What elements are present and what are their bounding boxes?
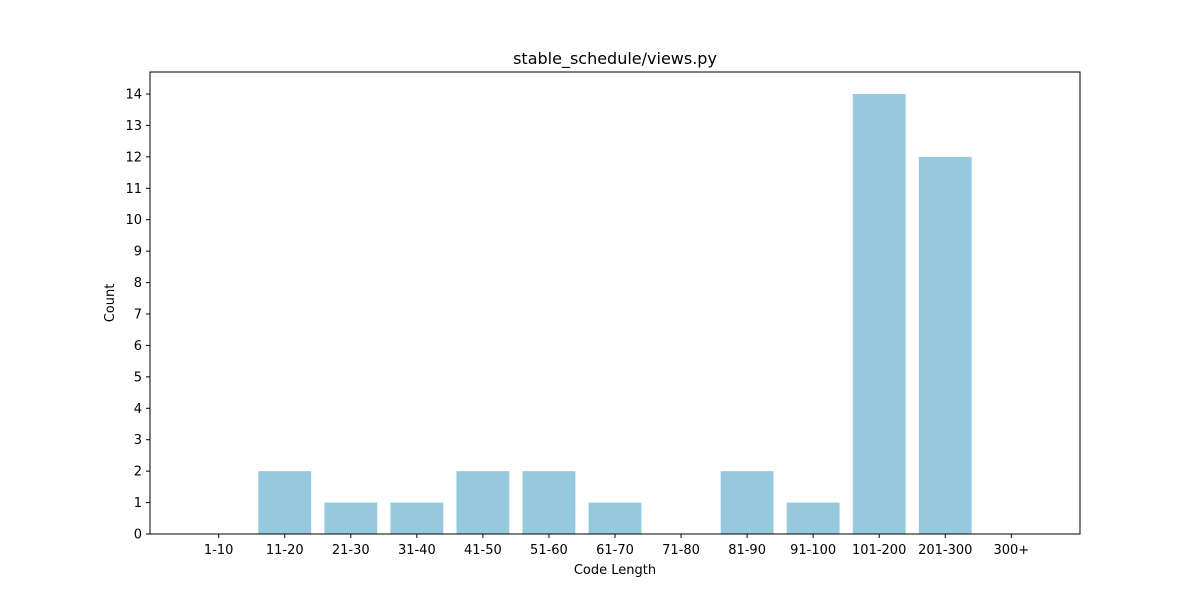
x-tick-label: 71-80 bbox=[662, 543, 700, 558]
y-tick-label: 4 bbox=[134, 402, 142, 417]
bar-51-60 bbox=[522, 471, 576, 534]
y-tick-label: 9 bbox=[134, 245, 142, 260]
x-tick-label: 91-100 bbox=[790, 543, 836, 558]
bar-61-70 bbox=[588, 502, 642, 534]
x-tick-label: 101-200 bbox=[852, 543, 906, 558]
y-tick-label: 10 bbox=[125, 213, 142, 228]
x-tick-label: 300+ bbox=[993, 543, 1029, 558]
bars bbox=[258, 94, 972, 534]
x-tick-label: 1-10 bbox=[204, 543, 234, 558]
x-tick-label: 11-20 bbox=[266, 543, 304, 558]
bar-31-40 bbox=[390, 502, 444, 534]
bar-41-50 bbox=[456, 471, 510, 534]
x-axis-label: Code Length bbox=[574, 563, 656, 578]
y-tick-label: 0 bbox=[134, 528, 142, 543]
y-tick-label: 14 bbox=[125, 88, 142, 103]
y-tick-label: 5 bbox=[134, 370, 142, 385]
x-tick-label: 41-50 bbox=[464, 543, 502, 558]
bar-81-90 bbox=[720, 471, 774, 534]
bar-21-30 bbox=[324, 502, 378, 534]
y-tick-label: 2 bbox=[134, 465, 142, 480]
x-tick-label: 21-30 bbox=[332, 543, 370, 558]
x-tick-label: 31-40 bbox=[398, 543, 436, 558]
y-tick-label: 8 bbox=[134, 276, 142, 291]
y-tick-label: 1 bbox=[134, 496, 142, 511]
y-axis-label: Count bbox=[103, 284, 118, 323]
x-tick-label: 81-90 bbox=[728, 543, 766, 558]
bar-91-100 bbox=[786, 502, 840, 534]
bar-11-20 bbox=[258, 471, 312, 534]
y-tick-label: 12 bbox=[125, 150, 142, 165]
y-tick-label: 13 bbox=[125, 119, 142, 134]
chart-title: stable_schedule/views.py bbox=[513, 49, 717, 69]
x-axis: 1-10 11-20 21-30 31-40 41-50 51-60 61-70 71-80 8… bbox=[204, 534, 1029, 558]
x-tick-label: 51-60 bbox=[530, 543, 568, 558]
bar-101-200 bbox=[852, 94, 906, 534]
y-tick-label: 11 bbox=[125, 182, 142, 197]
y-tick-label: 7 bbox=[134, 308, 142, 323]
bar-201-300 bbox=[918, 156, 972, 534]
y-tick-label: 6 bbox=[134, 339, 142, 354]
x-tick-label: 61-70 bbox=[596, 543, 634, 558]
x-tick-label: 201-300 bbox=[918, 543, 972, 558]
y-tick-label: 3 bbox=[134, 433, 142, 448]
